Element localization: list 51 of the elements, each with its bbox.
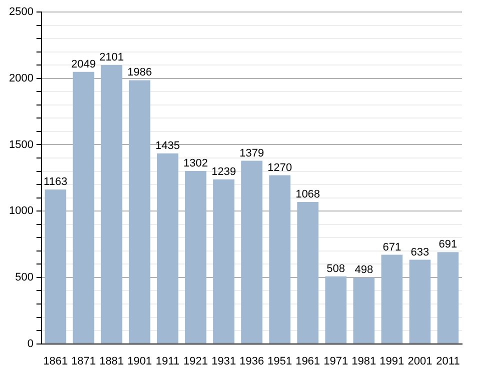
data-label: 1239 — [211, 166, 236, 178]
bar — [297, 202, 318, 344]
x-tick-label: 1871 — [71, 355, 96, 368]
data-label: 1435 — [155, 140, 180, 152]
bar — [241, 160, 262, 344]
y-tick-label: 2000 — [8, 72, 34, 84]
x-tick-label: 1901 — [127, 355, 152, 368]
bar — [128, 80, 150, 344]
bar — [72, 72, 94, 344]
x-tick-label: 1921 — [183, 355, 208, 368]
y-tick-label: 2500 — [8, 6, 34, 18]
x-tick-label: 1981 — [352, 355, 376, 368]
y-tick-label: 0 — [27, 338, 34, 350]
y-tick-label: 500 — [15, 271, 34, 284]
x-tick-label: 1991 — [380, 355, 404, 368]
bar — [409, 260, 431, 344]
bar — [100, 64, 122, 344]
bar — [325, 276, 346, 344]
bar — [44, 189, 66, 344]
data-label: 671 — [382, 241, 402, 254]
bar — [381, 254, 403, 344]
x-tick-label: 1881 — [99, 355, 124, 368]
data-label: 1379 — [239, 147, 264, 160]
x-tick-label: 1961 — [296, 355, 320, 368]
data-label: 1986 — [127, 66, 152, 79]
x-tick-label: 2011 — [436, 355, 460, 368]
x-tick-label: 1936 — [239, 355, 264, 368]
data-label: 498 — [354, 264, 374, 276]
bar — [185, 171, 206, 344]
x-tick-label: 1931 — [211, 355, 236, 368]
data-label: 633 — [410, 246, 430, 258]
y-tick-label: 1000 — [8, 205, 34, 218]
data-label: 2049 — [71, 58, 96, 70]
bar — [213, 179, 234, 344]
x-tick-label: 2001 — [408, 355, 432, 368]
bar — [437, 252, 459, 344]
x-tick-label: 1971 — [324, 355, 348, 368]
bar — [269, 175, 290, 344]
x-tick-label: 1911 — [156, 355, 180, 368]
data-label: 1270 — [268, 162, 292, 174]
bar — [156, 153, 178, 344]
data-label: 2101 — [99, 51, 124, 64]
data-label: 1068 — [296, 188, 320, 201]
x-tick-label: 1861 — [43, 355, 68, 368]
data-label: 1163 — [44, 176, 68, 188]
y-tick-label: 1500 — [8, 138, 34, 151]
bar — [353, 278, 375, 344]
data-label: 691 — [438, 238, 458, 251]
data-label: 508 — [326, 262, 346, 275]
x-tick-label: 1951 — [268, 355, 292, 368]
data-label: 1302 — [183, 158, 208, 170]
